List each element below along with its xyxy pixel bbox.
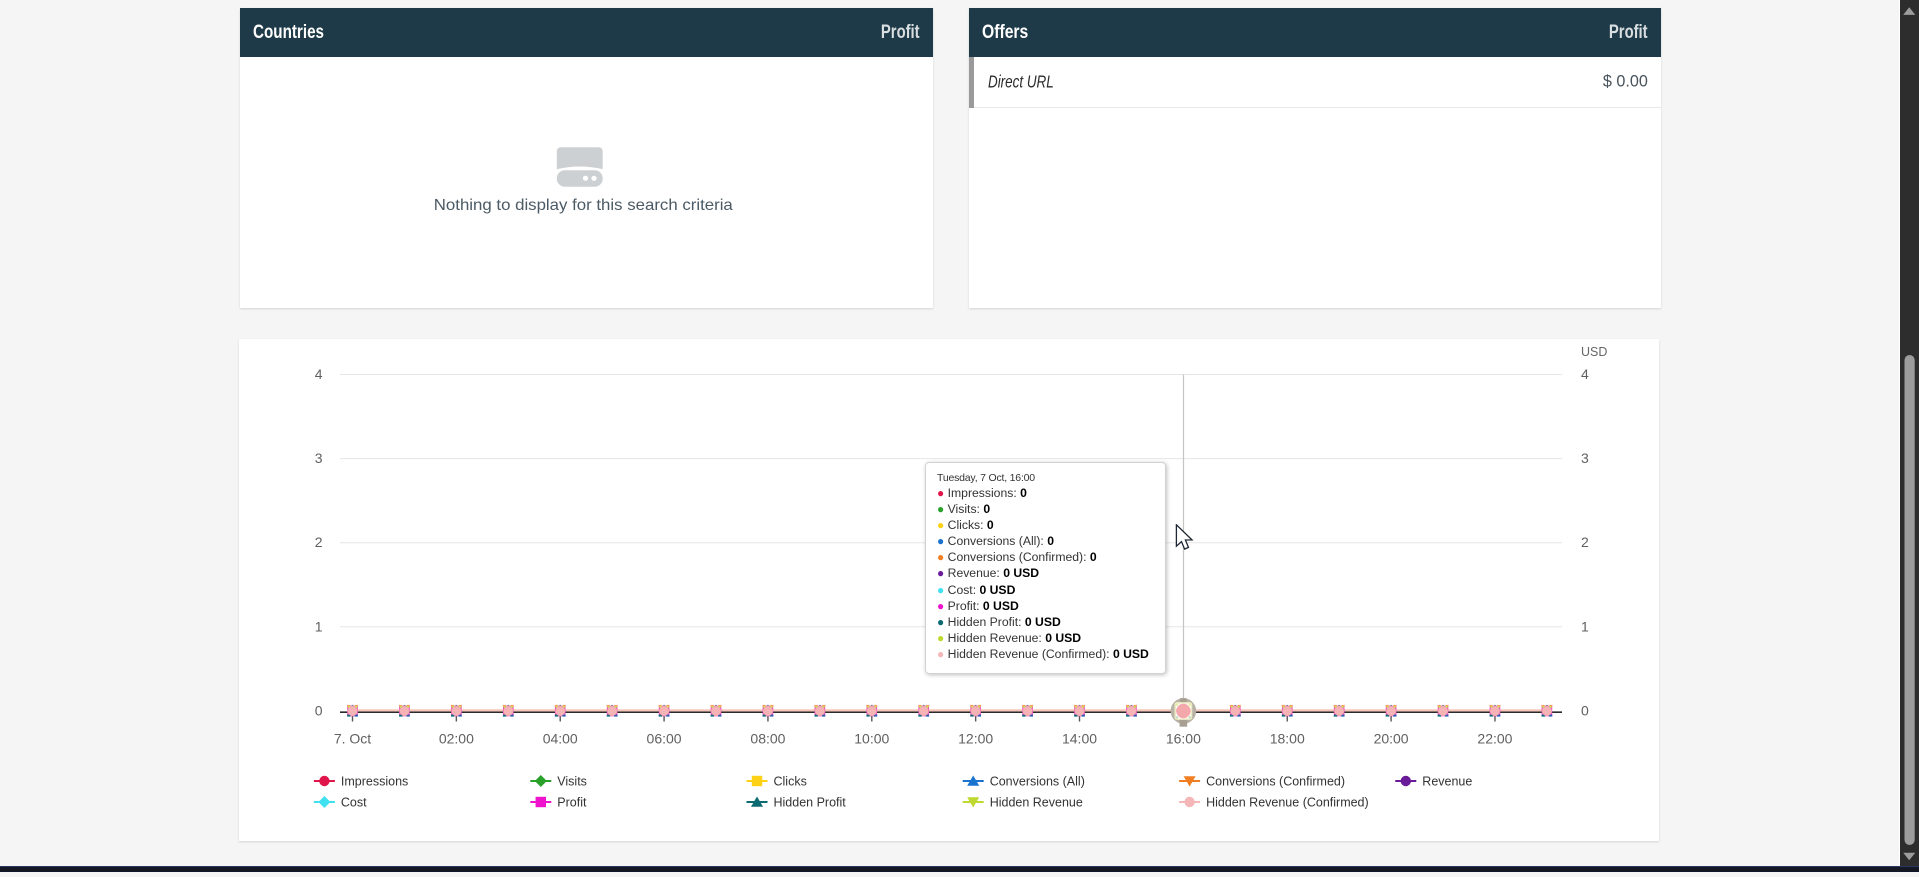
svg-text:Clicks: Clicks [774,775,807,789]
svg-text:2: 2 [315,534,323,550]
svg-text:16:00: 16:00 [1166,731,1201,747]
svg-text:18:00: 18:00 [1270,731,1305,747]
svg-text:Impressions: Impressions [341,775,408,789]
svg-text:22:00: 22:00 [1477,731,1512,747]
svg-text:10:00: 10:00 [854,731,889,747]
svg-text:Revenue: Revenue [1422,775,1472,789]
svg-text:Hidden Profit: Hidden Profit [774,796,847,810]
svg-text:Profit: Profit [557,796,587,810]
svg-text:20:00: 20:00 [1374,731,1409,747]
svg-text:0: 0 [1581,703,1589,719]
svg-text:Visits: Visits [557,775,587,789]
svg-text:1: 1 [315,618,323,634]
svg-text:4: 4 [315,366,323,382]
svg-text:06:00: 06:00 [647,731,682,747]
svg-text:Cost: Cost [341,796,367,810]
svg-text:2: 2 [1581,534,1589,550]
svg-text:12:00: 12:00 [958,731,993,747]
svg-text:1: 1 [1581,618,1589,634]
svg-text:Conversions (All): Conversions (All) [990,775,1085,789]
svg-text:Conversions (Confirmed): Conversions (Confirmed) [1206,775,1345,789]
svg-text:3: 3 [1581,450,1589,466]
svg-text:02:00: 02:00 [439,731,474,747]
svg-text:14:00: 14:00 [1062,731,1097,747]
svg-text:4: 4 [1581,366,1589,382]
svg-text:3: 3 [315,450,323,466]
svg-text:04:00: 04:00 [543,731,578,747]
svg-text:Hidden Revenue (Confirmed): Hidden Revenue (Confirmed) [1206,796,1369,810]
svg-text:08:00: 08:00 [750,731,785,747]
svg-text:0: 0 [315,703,323,719]
svg-text:7. Oct: 7. Oct [334,731,371,747]
svg-text:USD: USD [1581,345,1607,359]
svg-text:Hidden Revenue: Hidden Revenue [990,796,1083,810]
